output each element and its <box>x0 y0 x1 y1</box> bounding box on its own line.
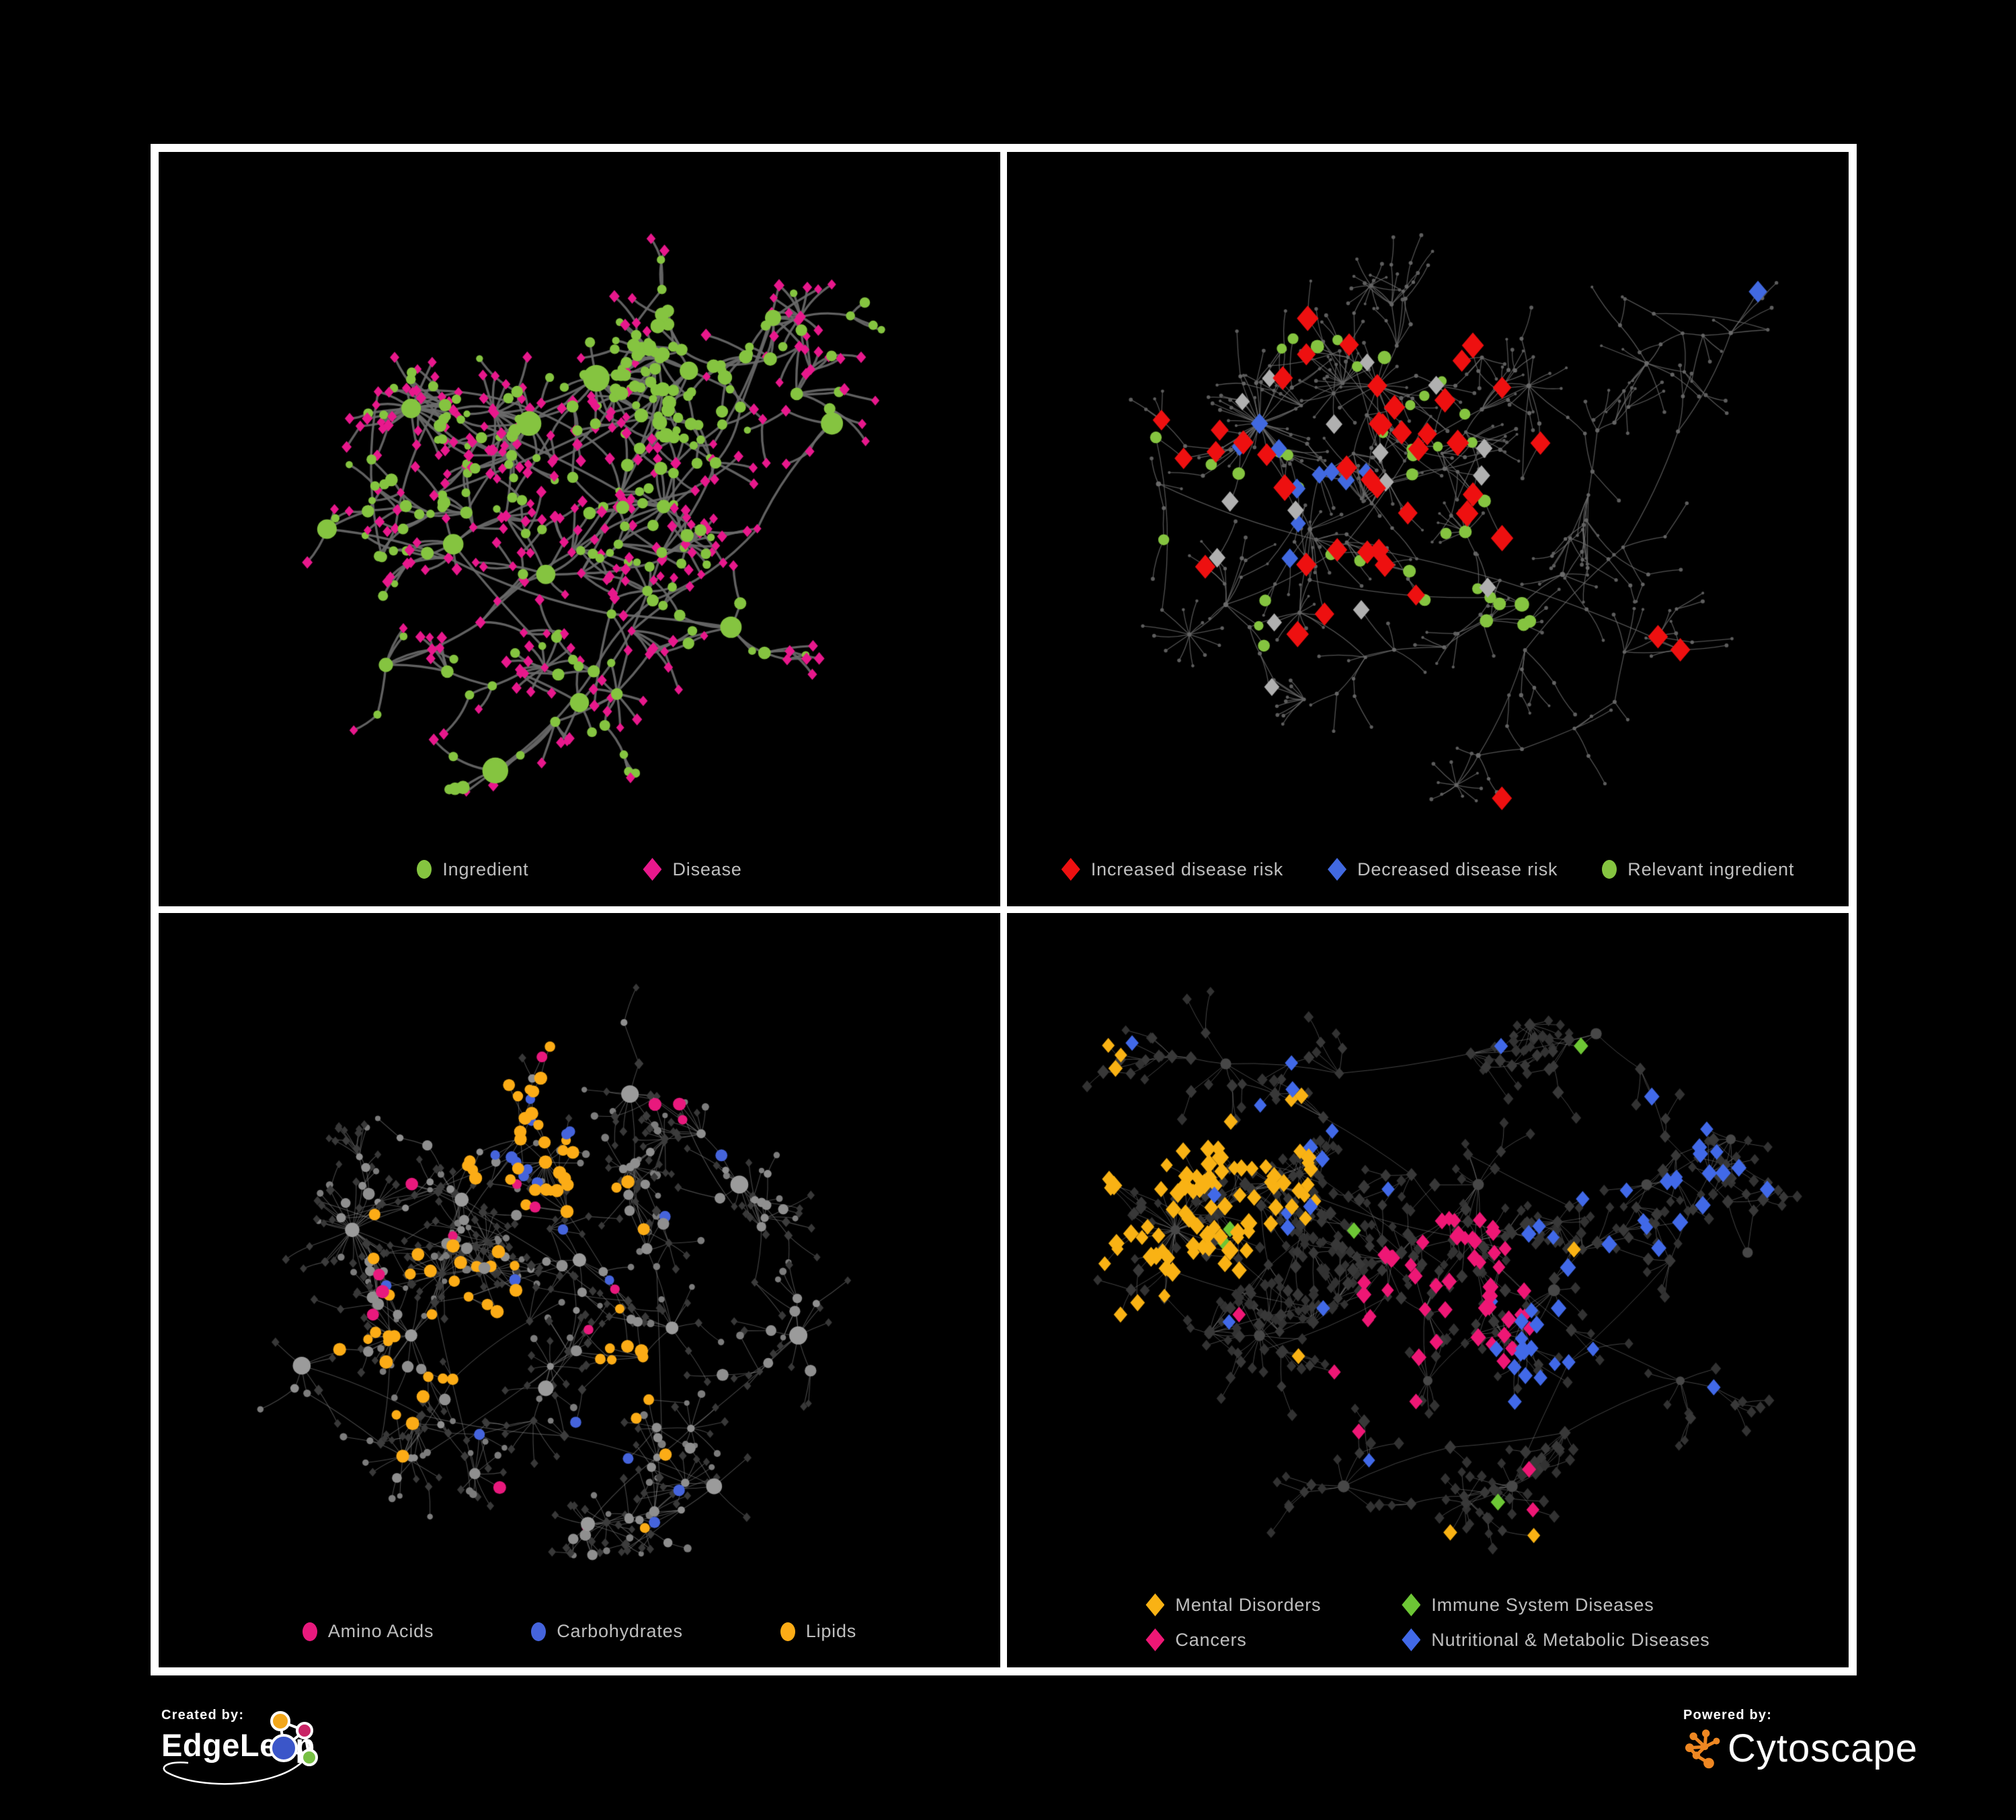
legend-item-ingredient: Ingredient <box>417 859 528 880</box>
panel-disease-risk: Increased disease risk Decreased disease… <box>1007 152 1849 906</box>
legend-item-cancers: Cancers <box>1145 1628 1321 1651</box>
legend-disease-categories: Mental Disorders Immune System Diseases … <box>1007 1593 1849 1651</box>
network-canvas-disease-risk <box>1007 152 1849 906</box>
ingredient-legend-marker-icon <box>417 860 432 879</box>
panel-ingredient-disease: Ingredient Disease <box>159 152 1000 906</box>
edgeleap-wordmark: EdgeLeap <box>161 1727 315 1763</box>
carbohydrates-legend-marker-icon <box>531 1622 547 1641</box>
legend-item-mental-disorders: Mental Disorders <box>1145 1593 1321 1616</box>
panel-macronutrients: Amino Acids Carbohydrates Lipids <box>159 913 1000 1667</box>
legend-label-carbohydrates: Carbohydrates <box>557 1621 683 1641</box>
legend-label-ingredient: Ingredient <box>442 859 529 879</box>
edgeleap-credit: Created by: EdgeLeap <box>161 1708 403 1809</box>
legend-label-decreased-risk: Decreased disease risk <box>1357 859 1558 879</box>
legend-label-amino-acids: Amino Acids <box>327 1621 434 1641</box>
legend-item-lipids: Lipids <box>780 1621 856 1642</box>
nutritional-metabolic-diseases-legend-marker-icon <box>1402 1628 1421 1651</box>
cytoscape-wordmark: Cytoscape <box>1728 1727 1919 1770</box>
legend-item-nutritional-metabolic-diseases: Nutritional & Metabolic Diseases <box>1402 1628 1709 1651</box>
created-by-label: Created by: <box>161 1708 245 1723</box>
legend-label-immune-system-diseases: Immune System Diseases <box>1431 1594 1654 1615</box>
cancers-legend-marker-icon <box>1145 1628 1165 1651</box>
legend-item-relevant-ingredient: Relevant ingredient <box>1602 859 1794 880</box>
network-canvas-macronutrients <box>159 913 1000 1667</box>
legend-ingredient-disease: Ingredient Disease <box>159 858 1000 881</box>
legend-disease-risk: Increased disease risk Decreased disease… <box>1007 858 1849 881</box>
legend-macronutrients: Amino Acids Carbohydrates Lipids <box>159 1621 1000 1642</box>
network-canvas-ingredient-disease <box>159 152 1000 906</box>
network-canvas-disease-categories <box>1007 913 1849 1667</box>
legend-item-carbohydrates: Carbohydrates <box>531 1621 683 1642</box>
increased-risk-legend-marker-icon <box>1061 858 1080 881</box>
panel-grid: Ingredient Disease Increased disease ris… <box>151 144 1857 1675</box>
disease-legend-marker-icon <box>643 858 662 881</box>
legend-item-disease: Disease <box>643 858 741 881</box>
powered-by-label: Powered by: <box>1683 1708 1773 1723</box>
relevant-ingredient-legend-marker-icon <box>1602 860 1617 879</box>
lipids-legend-marker-icon <box>780 1622 795 1641</box>
legend-label-disease: Disease <box>672 859 742 879</box>
decreased-risk-legend-marker-icon <box>1328 858 1347 881</box>
legend-label-nutritional-metabolic-diseases: Nutritional & Metabolic Diseases <box>1431 1629 1710 1650</box>
cytoscape-credit: Powered by: Cytoscape <box>1683 1708 1979 1795</box>
legend-item-immune-system-diseases: Immune System Diseases <box>1402 1593 1709 1616</box>
cytoscape-logo-icon <box>1685 1729 1720 1768</box>
legend-item-increased-risk: Increased disease risk <box>1061 858 1283 881</box>
legend-label-mental-disorders: Mental Disorders <box>1175 1594 1322 1615</box>
immune-system-diseases-legend-marker-icon <box>1402 1593 1421 1616</box>
mental-disorders-legend-marker-icon <box>1145 1593 1165 1616</box>
legend-label-increased-risk: Increased disease risk <box>1090 859 1284 879</box>
legend-label-cancers: Cancers <box>1175 1629 1247 1650</box>
legend-item-amino-acids: Amino Acids <box>302 1621 434 1642</box>
legend-item-decreased-risk: Decreased disease risk <box>1328 858 1558 881</box>
panel-disease-categories: Mental Disorders Immune System Diseases … <box>1007 913 1849 1667</box>
amino-acids-legend-marker-icon <box>302 1622 317 1641</box>
legend-label-relevant-ingredient: Relevant ingredient <box>1627 859 1795 879</box>
legend-label-lipids: Lipids <box>805 1621 857 1641</box>
